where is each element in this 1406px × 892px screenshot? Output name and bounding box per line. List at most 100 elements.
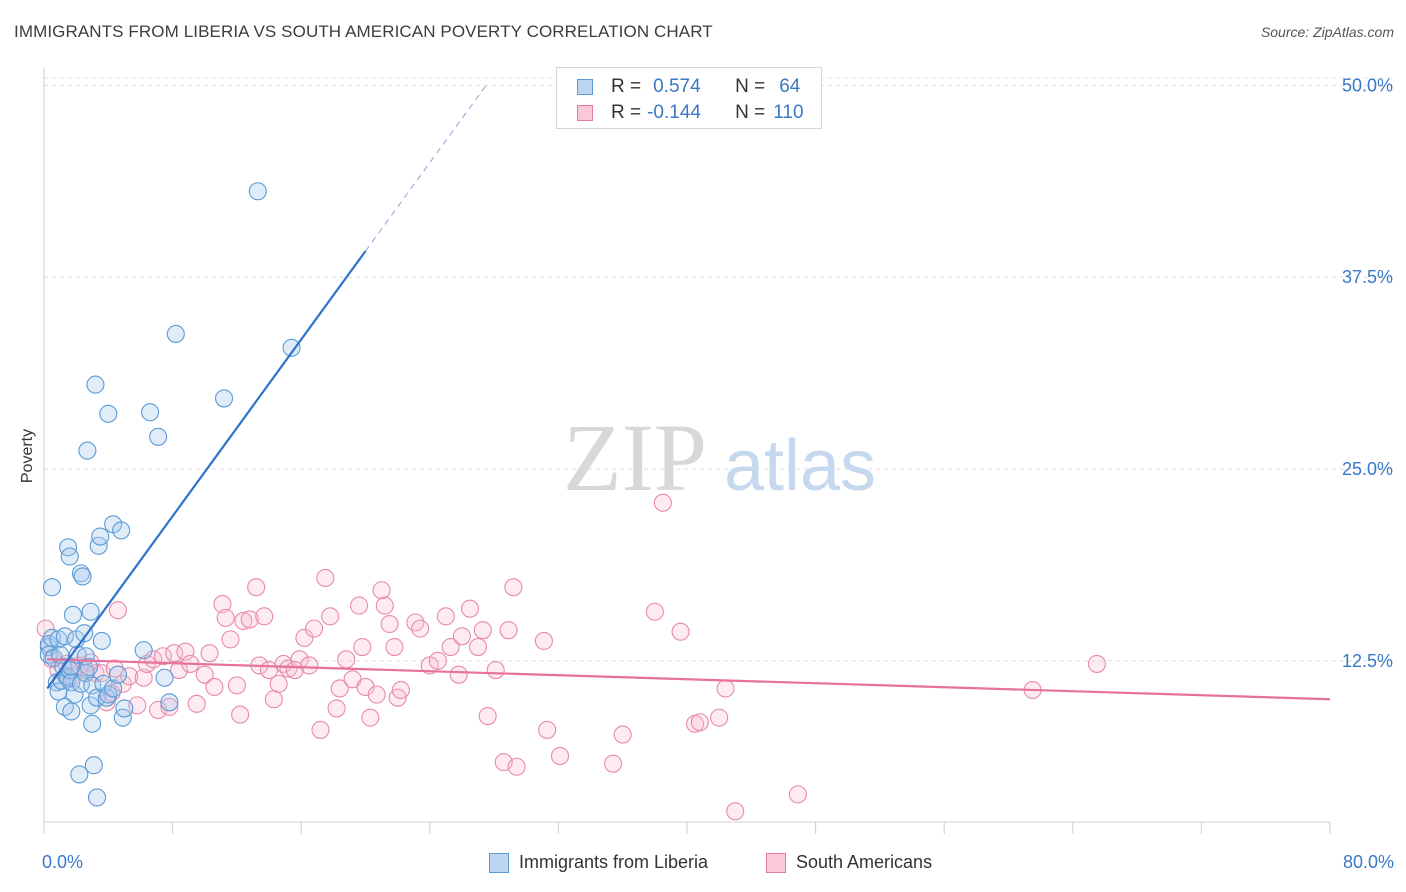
point-south-americans (538, 720, 557, 739)
point-south-americans (195, 665, 214, 684)
point-south-americans (330, 679, 349, 698)
point-south-americans (385, 637, 404, 657)
point-south-americans (507, 757, 526, 776)
point-south-americans (353, 637, 372, 657)
point-south-americans (221, 630, 240, 649)
point-liberia (155, 668, 174, 687)
trend-lines (46, 85, 1331, 701)
point-liberia (86, 375, 105, 394)
trend-line-liberia-extension (365, 85, 487, 252)
point-south-americans (213, 595, 232, 614)
point-liberia (108, 665, 127, 684)
point-south-americans (240, 610, 259, 629)
x-tick-label-min: 0.0% (42, 852, 84, 872)
grid-lines (44, 77, 1392, 662)
point-liberia (65, 685, 84, 704)
point-south-americans (372, 581, 391, 600)
point-south-americans (120, 667, 139, 686)
point-south-americans (247, 578, 266, 597)
point-south-americans (460, 599, 480, 618)
point-south-americans (452, 627, 472, 646)
point-south-americans (134, 668, 153, 687)
legend-item-liberia[interactable]: Immigrants from Liberia (489, 852, 708, 873)
point-south-americans (227, 676, 246, 695)
point-liberia (89, 536, 108, 555)
point-south-americans (436, 607, 455, 626)
r-value: 0.574 (653, 76, 701, 97)
point-liberia (71, 674, 91, 693)
point-liberia (282, 338, 301, 357)
point-liberia (91, 527, 110, 546)
point-south-americans (305, 619, 324, 638)
point-liberia (78, 441, 97, 460)
point-south-americans (726, 802, 745, 821)
y-tick-label: 12.5% (1342, 651, 1393, 671)
y-tick-label: 25.0% (1342, 459, 1393, 479)
point-liberia (92, 631, 111, 650)
point-south-americans (504, 578, 523, 597)
point-south-americans (468, 637, 488, 657)
point-south-americans (137, 654, 156, 673)
point-south-americans (350, 596, 369, 615)
point-south-americans (200, 644, 219, 663)
stats-swatch-south-americans (577, 105, 593, 121)
point-liberia (42, 578, 62, 597)
n-value: 110 (773, 102, 804, 123)
point-liberia (79, 657, 99, 677)
legend-swatch-south-americans (766, 852, 786, 873)
point-liberia (63, 605, 82, 624)
point-south-americans (499, 621, 518, 640)
data-points (36, 182, 1106, 821)
point-liberia (70, 765, 89, 784)
point-south-americans (486, 661, 505, 680)
point-south-americans (264, 690, 283, 709)
point-south-americans (234, 611, 253, 631)
point-south-americans (165, 644, 184, 663)
point-south-americans (550, 746, 570, 766)
point-south-americans (441, 637, 460, 657)
legend-item-south-americans[interactable]: South Americans (766, 852, 932, 873)
point-liberia (87, 788, 107, 807)
point-south-americans (534, 631, 553, 650)
point-south-americans (153, 647, 173, 666)
point-liberia (55, 627, 74, 646)
point-south-americans (604, 754, 623, 773)
point-south-americans (361, 708, 380, 727)
point-liberia (97, 688, 116, 707)
point-liberia (83, 714, 102, 733)
point-south-americans (380, 614, 399, 634)
n-value: 64 (779, 76, 801, 97)
point-south-americans (231, 705, 250, 724)
point-south-americans (645, 602, 664, 621)
point-liberia (214, 389, 234, 408)
chart-title: IMMIGRANTS FROM LIBERIA VS SOUTH AMERICA… (14, 22, 713, 41)
point-south-americans (406, 613, 425, 632)
point-south-americans (36, 619, 55, 638)
point-liberia (113, 708, 132, 727)
point-south-americans (169, 661, 189, 680)
point-liberia (81, 602, 100, 621)
r-label: R = (611, 102, 642, 123)
point-liberia (99, 685, 118, 704)
point-south-americans (375, 596, 394, 615)
point-south-americans (108, 601, 127, 620)
point-liberia (84, 756, 103, 775)
point-south-americans (428, 651, 447, 670)
r-value: -0.144 (647, 102, 701, 123)
watermark-atlas: atlas (724, 426, 876, 506)
point-south-americans (160, 697, 179, 716)
point-liberia (149, 427, 168, 446)
stats-row-liberia: R = 0.574 N = 64 (577, 75, 800, 99)
point-liberia (55, 697, 74, 716)
n-label: N = (735, 76, 766, 97)
point-liberia (75, 624, 94, 643)
y-tick-label: 50.0% (1342, 75, 1393, 95)
point-south-americans (311, 720, 330, 739)
point-south-americans (255, 607, 274, 626)
point-liberia (115, 699, 134, 718)
point-south-americans (321, 607, 340, 626)
trend-line-south-americans (47, 658, 1331, 701)
stats-row-south-americans: R = -0.144 N = 110 (577, 101, 804, 125)
point-south-americans (653, 493, 672, 512)
